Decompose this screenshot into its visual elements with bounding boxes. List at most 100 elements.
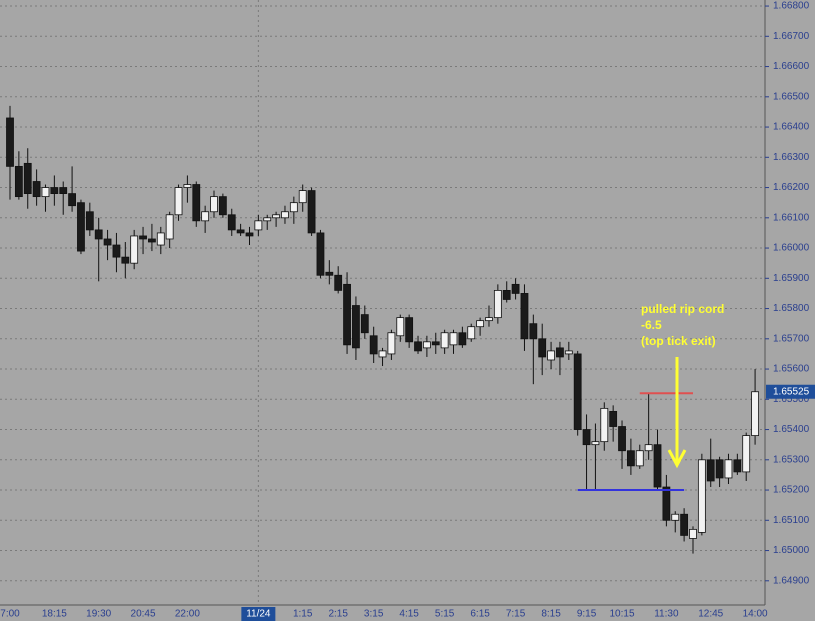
candle-body bbox=[547, 350, 555, 361]
candle-body bbox=[245, 232, 254, 237]
candle-body bbox=[41, 187, 50, 198]
candle-body bbox=[281, 211, 289, 219]
candle-body bbox=[422, 341, 431, 349]
candle-body bbox=[440, 332, 449, 349]
candle-body bbox=[431, 341, 440, 346]
candle-body bbox=[218, 196, 227, 216]
candle-body bbox=[121, 256, 130, 264]
y-tick-label: 1.66600 bbox=[773, 61, 810, 72]
y-tick-label: 1.65400 bbox=[773, 424, 810, 435]
candle-body bbox=[210, 196, 218, 213]
candle-body bbox=[103, 238, 112, 246]
annotation: (top tick exit) bbox=[641, 334, 716, 348]
candle-body bbox=[573, 353, 582, 430]
candle-body bbox=[476, 320, 485, 328]
candle-body bbox=[343, 283, 351, 346]
x-label-highlight bbox=[241, 607, 276, 621]
y-tick-label: 1.66100 bbox=[773, 212, 810, 223]
candle-body bbox=[156, 232, 165, 246]
candle-body bbox=[467, 326, 476, 340]
candle-body bbox=[449, 332, 458, 346]
candle-body bbox=[369, 335, 378, 355]
candle-body bbox=[582, 429, 591, 446]
candle-body bbox=[414, 341, 422, 352]
candle-body bbox=[192, 184, 201, 222]
y-tick-label: 1.66200 bbox=[773, 182, 810, 193]
candle-body bbox=[742, 435, 751, 473]
candle-body bbox=[653, 444, 662, 488]
candle-body bbox=[236, 229, 245, 234]
candle-body bbox=[556, 347, 564, 358]
candle-body bbox=[618, 426, 626, 452]
candle-body bbox=[511, 283, 520, 294]
y-tick-label: 1.66300 bbox=[773, 152, 810, 163]
candle-body bbox=[227, 214, 236, 231]
candle-body bbox=[85, 211, 94, 231]
last-price-box bbox=[766, 384, 815, 399]
candle-body bbox=[165, 214, 174, 240]
x-tick-label: 14:00 bbox=[743, 609, 768, 620]
x-tick-label: 5:15 bbox=[435, 609, 455, 620]
y-tick-label: 1.66700 bbox=[773, 31, 810, 42]
x-tick-label: 18:15 bbox=[42, 609, 67, 620]
candle-body bbox=[94, 229, 103, 240]
candle-body bbox=[201, 211, 210, 222]
x-tick-label: 6:15 bbox=[470, 609, 490, 620]
candle-body bbox=[360, 314, 369, 334]
candle-body bbox=[520, 293, 529, 340]
y-tick-label: 1.65000 bbox=[773, 545, 810, 556]
candle-body bbox=[307, 190, 316, 234]
annotation: pulled rip cord bbox=[641, 302, 724, 316]
candle-body bbox=[697, 459, 706, 533]
x-tick-label: 4:15 bbox=[399, 609, 419, 620]
candle-body bbox=[529, 323, 538, 340]
candle-body bbox=[6, 117, 14, 167]
y-tick-label: 1.66000 bbox=[773, 243, 810, 254]
y-tick-label: 1.65900 bbox=[773, 273, 810, 284]
x-tick-label: 11/24 bbox=[246, 609, 271, 620]
y-tick-label: 1.65100 bbox=[773, 515, 810, 526]
candle-body bbox=[635, 450, 644, 467]
candle-body bbox=[14, 165, 23, 198]
candle-body bbox=[671, 513, 680, 521]
annotation: -6.5 bbox=[641, 318, 662, 332]
candle-body bbox=[493, 289, 502, 319]
candle-body bbox=[689, 528, 697, 539]
x-tick-label: 11:30 bbox=[654, 609, 679, 620]
candle-body bbox=[298, 190, 307, 204]
candle-body bbox=[272, 214, 281, 219]
y-tick-label: 1.66400 bbox=[773, 122, 810, 133]
x-tick-label: 12:45 bbox=[698, 609, 723, 620]
candle-body bbox=[378, 350, 387, 358]
candle-body bbox=[662, 486, 671, 521]
x-tick-label: 22:00 bbox=[175, 609, 200, 620]
candle-body bbox=[130, 235, 139, 264]
candle-body bbox=[77, 202, 85, 252]
candle-body bbox=[706, 459, 715, 482]
candle-body bbox=[334, 274, 343, 291]
candle-body bbox=[591, 441, 600, 446]
x-tick-label: 3:15 bbox=[364, 609, 384, 620]
y-tick-label: 1.64900 bbox=[773, 575, 810, 586]
candle-body bbox=[148, 238, 156, 243]
candle-body bbox=[538, 338, 547, 358]
y-tick-label: 1.65700 bbox=[773, 333, 810, 344]
x-tick-label: 9:15 bbox=[577, 609, 597, 620]
candle-body bbox=[644, 444, 653, 452]
candle-body bbox=[405, 317, 414, 343]
x-tick-label: 10:15 bbox=[610, 609, 635, 620]
y-tick-label: 1.65500 bbox=[773, 394, 810, 405]
candle-body bbox=[715, 459, 724, 479]
candle-body bbox=[254, 220, 263, 231]
candle-body bbox=[23, 162, 32, 195]
candle-body bbox=[564, 350, 573, 355]
candle-body bbox=[289, 202, 298, 213]
candle-body bbox=[316, 232, 325, 276]
candle-body bbox=[733, 459, 742, 473]
candle-body bbox=[325, 271, 334, 276]
x-tick-label: 7:00 bbox=[0, 609, 20, 620]
arrow-head bbox=[667, 449, 687, 469]
y-tick-label: 1.66800 bbox=[773, 1, 810, 12]
candle-body bbox=[458, 332, 467, 346]
